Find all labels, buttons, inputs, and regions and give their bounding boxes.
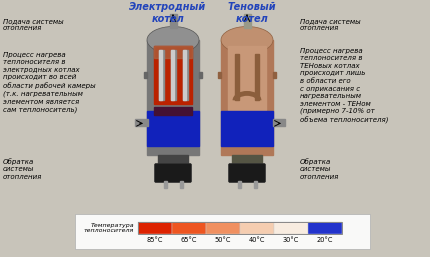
Bar xyxy=(158,155,188,167)
Text: Подача системы
отопления: Подача системы отопления xyxy=(300,18,361,32)
Text: Процесс нагрева
теплоносителя в
ТЕНовых котлах
происходит лишь
в области его
с о: Процесс нагрева теплоносителя в ТЕНовых … xyxy=(300,48,388,124)
Text: 50°C: 50°C xyxy=(215,237,231,243)
Text: 30°C: 30°C xyxy=(283,237,299,243)
Bar xyxy=(135,119,148,126)
Bar xyxy=(159,50,162,99)
Bar xyxy=(138,222,172,234)
Text: Теновый
котел: Теновый котел xyxy=(228,2,276,24)
Bar xyxy=(221,40,273,155)
Ellipse shape xyxy=(221,26,273,53)
Bar xyxy=(273,72,276,78)
Bar xyxy=(206,222,240,234)
FancyBboxPatch shape xyxy=(228,163,265,182)
Bar xyxy=(147,111,199,146)
Bar xyxy=(159,50,164,99)
Bar xyxy=(273,119,285,126)
Bar xyxy=(154,107,192,115)
Bar xyxy=(171,50,174,99)
Text: Обратка
системы
отопления: Обратка системы отопления xyxy=(300,158,339,180)
Text: Процесс нагрева
теплоносителя в
электродных котлах
происходит во всей
области ра: Процесс нагрева теплоносителя в электрод… xyxy=(3,52,95,113)
Text: Температура
теплоносителя: Температура теплоносителя xyxy=(84,223,134,233)
Bar xyxy=(138,222,342,234)
Bar xyxy=(240,222,274,234)
Bar xyxy=(75,214,370,249)
Text: 85°C: 85°C xyxy=(147,237,163,243)
Text: 40°C: 40°C xyxy=(249,237,265,243)
Bar xyxy=(171,50,176,99)
Bar xyxy=(183,50,188,99)
Text: 20°C: 20°C xyxy=(317,237,333,243)
Text: 65°C: 65°C xyxy=(181,237,197,243)
Bar xyxy=(237,181,240,188)
Text: Обратка
системы
отопления: Обратка системы отопления xyxy=(3,158,43,180)
Bar xyxy=(147,40,199,155)
Bar xyxy=(221,111,273,146)
Bar xyxy=(274,222,308,234)
Bar xyxy=(179,181,182,188)
Bar xyxy=(235,54,239,100)
Ellipse shape xyxy=(147,26,199,53)
Bar xyxy=(169,14,176,28)
Bar xyxy=(254,181,257,188)
Bar xyxy=(243,14,251,28)
Bar xyxy=(144,72,147,78)
Text: Подача системы
отопления: Подача системы отопления xyxy=(3,18,64,32)
Bar xyxy=(154,46,192,58)
Bar xyxy=(218,72,221,78)
Bar xyxy=(163,181,166,188)
Bar xyxy=(199,72,202,78)
Bar xyxy=(183,50,186,99)
Text: Электродный
котел: Электродный котел xyxy=(129,2,207,24)
Bar xyxy=(232,155,262,167)
FancyBboxPatch shape xyxy=(154,163,191,182)
Bar xyxy=(172,222,206,234)
Bar xyxy=(255,54,259,100)
Bar xyxy=(308,222,342,234)
Bar xyxy=(228,46,266,111)
Bar xyxy=(154,46,192,104)
